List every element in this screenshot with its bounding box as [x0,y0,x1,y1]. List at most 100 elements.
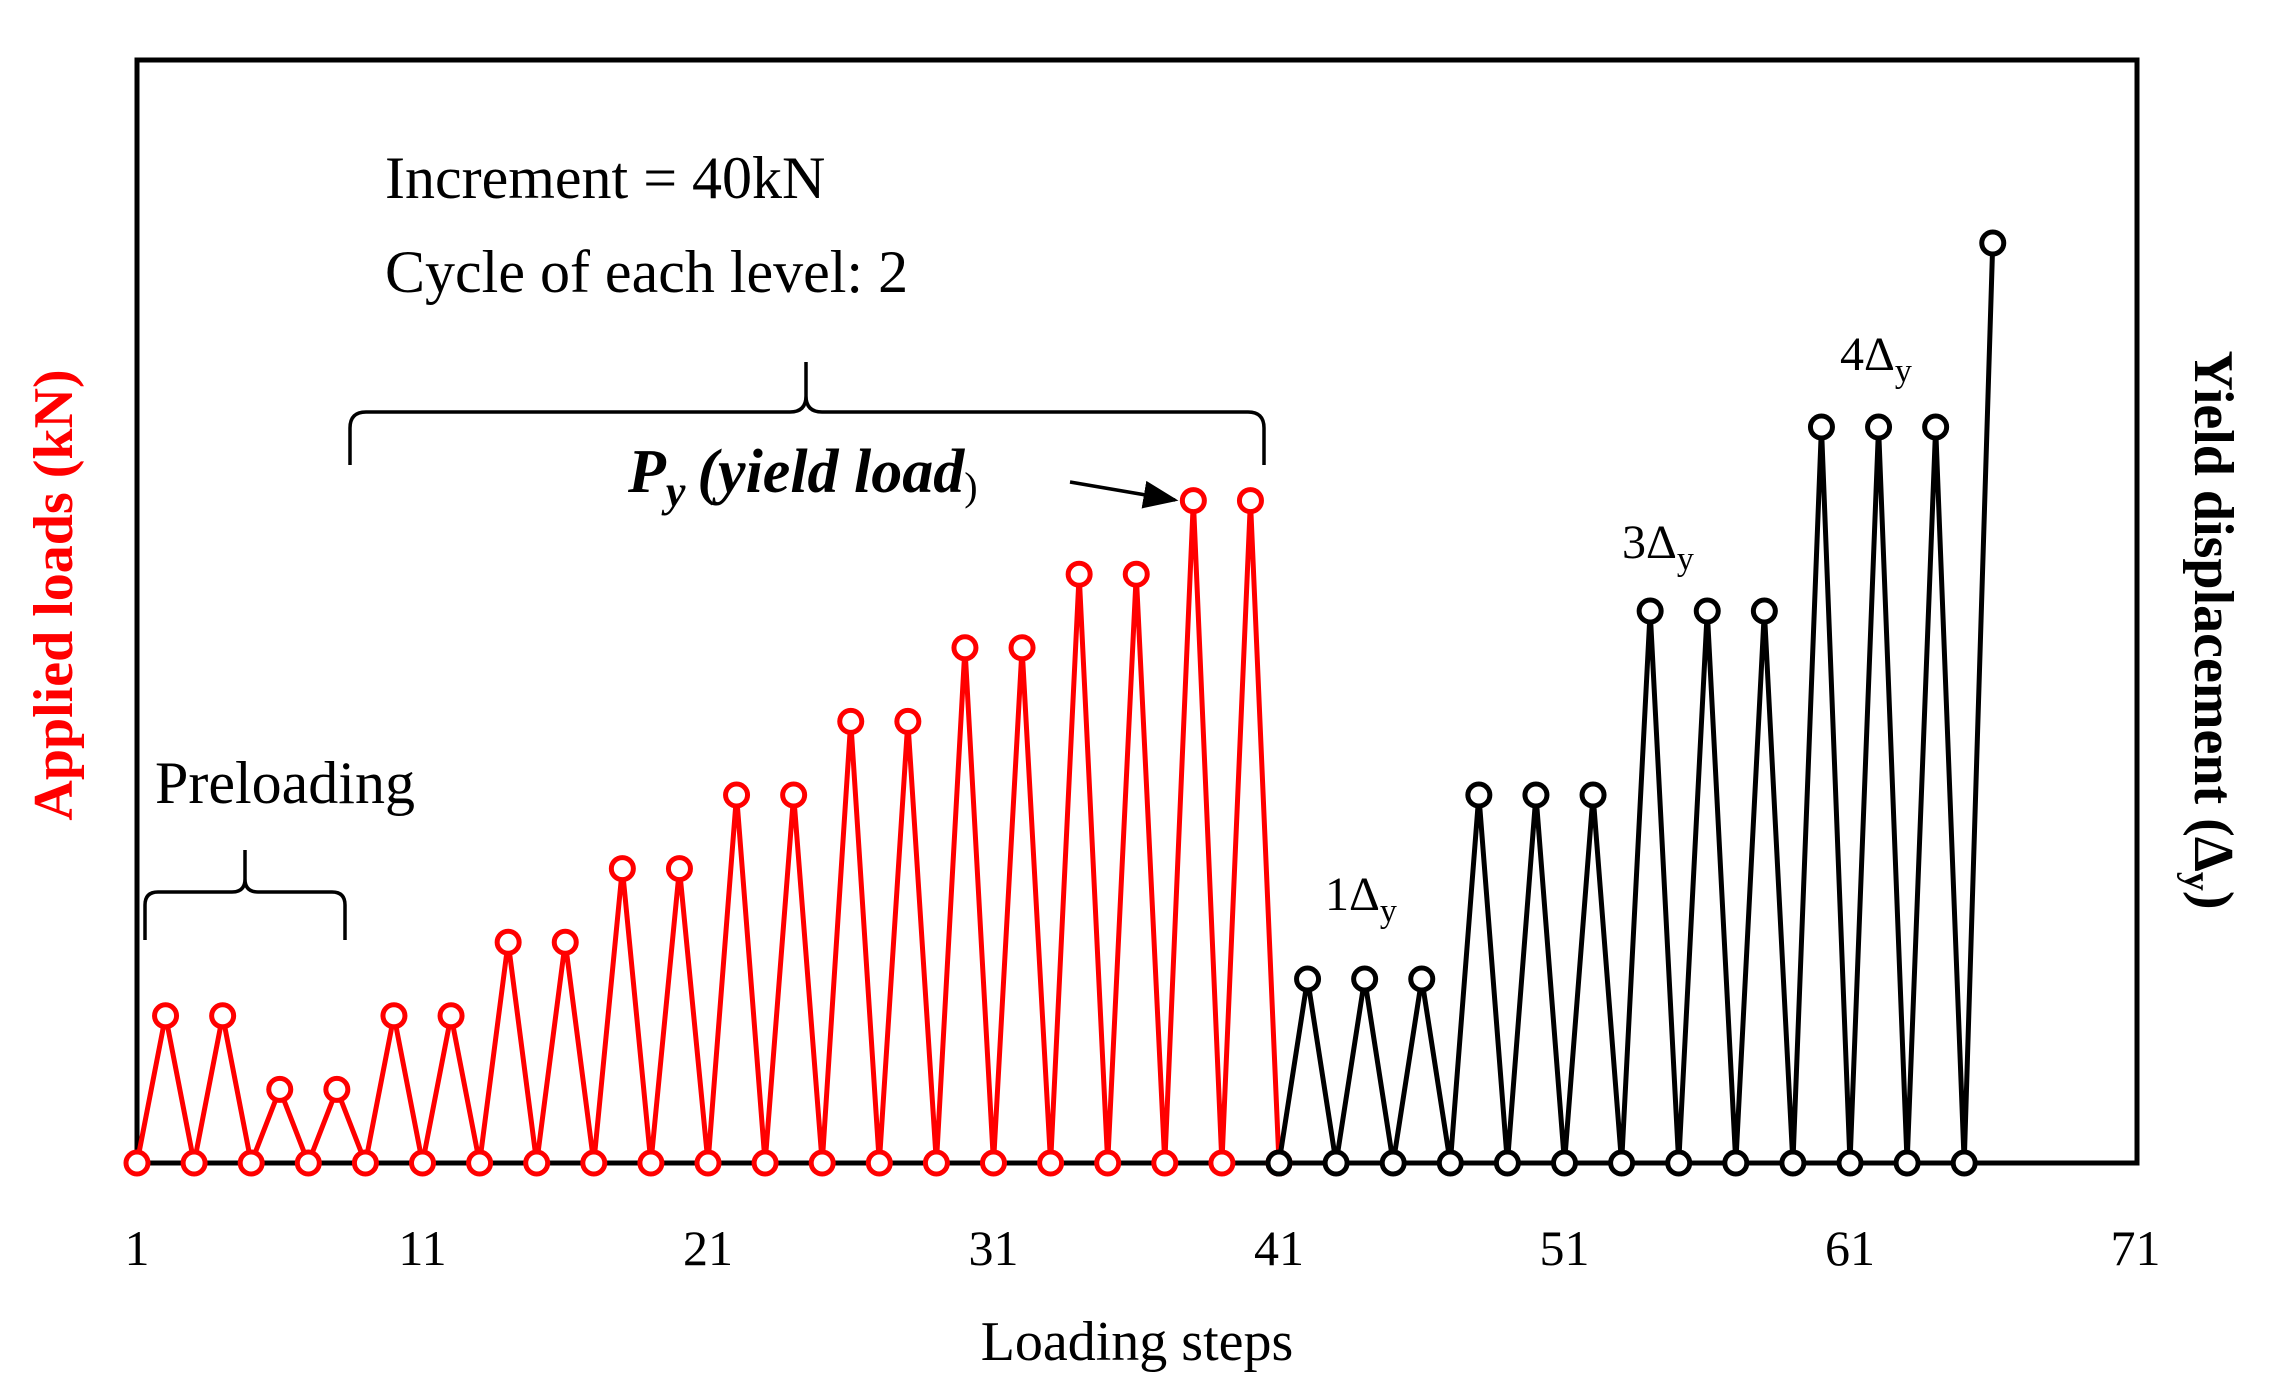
x-tick-label: 61 [1825,1220,1875,1276]
data-point [1779,1149,1807,1177]
data-point [1179,487,1207,515]
data-point [1836,1149,1864,1177]
data-point [1122,560,1150,588]
preloading-annotation: Preloading [155,750,415,816]
delta-label-4-prefix: 4Δ [1840,328,1895,381]
data-point [523,1149,551,1177]
data-point [323,1075,351,1103]
data-point [237,1149,265,1177]
data-point [466,1149,494,1177]
y-axis-title-right: Yield displacement (Δy) [2176,350,2244,909]
y-axis-title-left: Applied loads (kN) [23,369,85,820]
x-axis-title: Loading steps [981,1311,1294,1373]
data-point [152,1002,180,1030]
data-point [1807,413,1835,441]
data-point [1893,1149,1921,1177]
series-1 [123,487,1293,1177]
yield-load-annotation: Py (yield load) [627,438,978,516]
data-point [694,1149,722,1177]
increment-annotation: Increment = 40kN [385,145,825,211]
yield-load-arrow [1069,480,1179,509]
data-point [1465,781,1493,809]
data-point [1865,413,1893,441]
data-point [1750,597,1778,625]
data-point [751,1149,779,1177]
series-2 [1265,229,2007,1177]
data-point [1322,1149,1350,1177]
data-point [1236,487,1264,515]
yield-load-close: ) [964,464,977,509]
delta-label-3-prefix: 3Δ [1622,516,1677,569]
data-point [1608,1149,1636,1177]
data-point [837,707,865,735]
x-tick-label: 71 [2111,1220,2161,1276]
delta-label-4-sub: y [1895,353,1912,390]
series-line [134,500,1282,1172]
data-point [665,855,693,883]
data-point [1379,1149,1407,1177]
delta-label-1: 1Δy [1325,868,1397,930]
series-layer [123,229,2007,1177]
x-tick-label: 41 [1254,1220,1304,1276]
data-point [608,855,636,883]
data-point [266,1075,294,1103]
cycles-annotation: Cycle of each level: 2 [385,239,908,305]
data-point [180,1149,208,1177]
data-point [1265,1149,1293,1177]
data-point [1950,1149,1978,1177]
data-point [409,1149,436,1177]
data-point [1693,597,1721,625]
data-point [1208,1149,1236,1177]
delta-label-1-sub: y [1380,893,1397,930]
data-point [351,1149,379,1177]
plot-frame [134,57,2140,1166]
data-point [551,928,579,956]
data-point [1551,1149,1578,1177]
data-point [865,1149,893,1177]
yield-load-text: (yield load [697,438,965,506]
x-tick-labels: 1 11 21 31 41 51 61 71 [125,1220,2161,1276]
data-point [294,1149,322,1177]
delta-label-4: 4Δy [1840,328,1912,390]
data-point [637,1149,665,1177]
delta-label-3: 3Δy [1622,516,1694,578]
y-axis-title-right-sub: y [2176,872,2218,891]
series-line [1276,242,1996,1164]
data-point [894,707,922,735]
data-point [1979,229,2007,257]
x-tick-label: 51 [1540,1220,1590,1276]
delta-label-3-sub: y [1677,541,1694,578]
data-point [380,1002,408,1030]
data-point [980,1149,1007,1177]
data-point [437,1002,465,1030]
data-point [1436,1149,1464,1177]
data-point [1008,634,1036,662]
data-point [494,928,522,956]
data-point [1094,1149,1122,1177]
data-point [1636,597,1664,625]
x-tick-label: 1 [125,1220,150,1276]
data-point [1408,965,1436,993]
data-point [780,781,808,809]
preloading-brace [143,850,347,940]
data-point [209,1002,237,1030]
data-point [123,1149,151,1177]
delta-label-1-prefix: 1Δ [1325,868,1380,921]
yield-load-symbol: P [627,438,667,506]
data-point [580,1149,608,1177]
data-point [922,1149,950,1177]
data-point [1065,560,1093,588]
data-point [1665,1149,1693,1177]
x-tick-label: 21 [683,1220,733,1276]
data-point [1579,781,1607,809]
data-point [723,781,751,809]
data-point [1037,1149,1065,1177]
data-point [1151,1149,1179,1177]
data-point [1522,781,1550,809]
data-point [951,634,979,662]
x-tick-label: 31 [969,1220,1019,1276]
data-point [808,1149,836,1177]
data-point [1294,965,1322,993]
x-tick-label: 11 [398,1220,446,1276]
